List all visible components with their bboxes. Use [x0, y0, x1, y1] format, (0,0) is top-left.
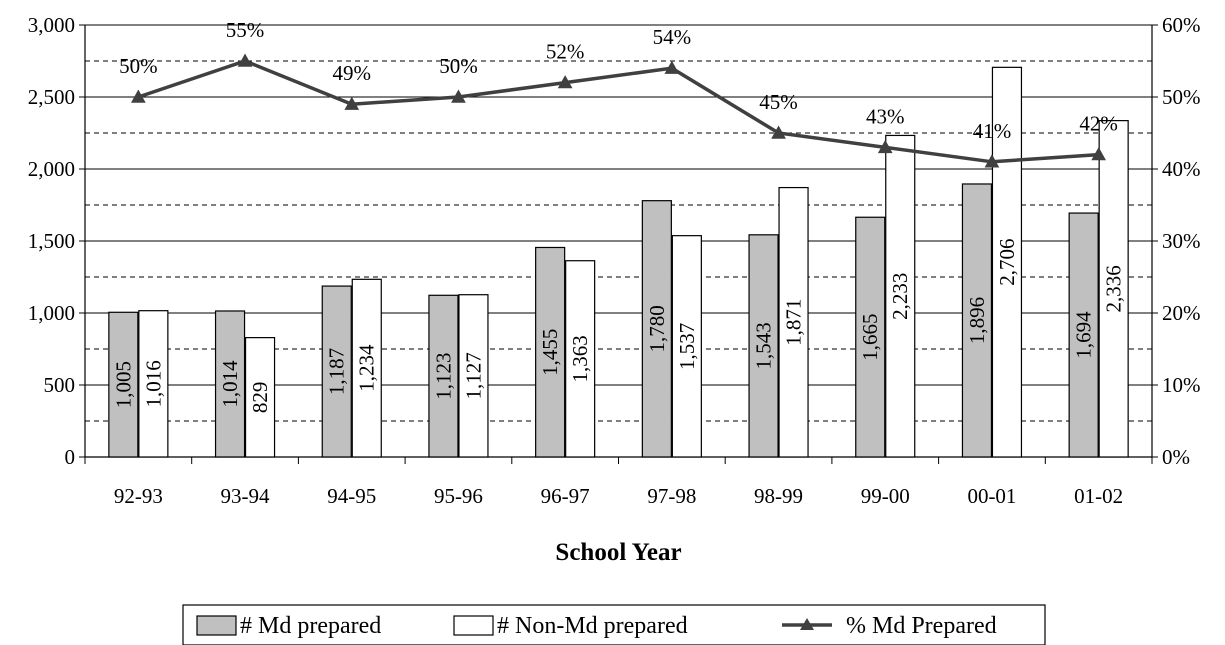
data-label-pct-md-prepared: 49%	[333, 61, 372, 85]
x-tick-label: 93-94	[221, 484, 270, 508]
data-label-pct-md-prepared: 42%	[1079, 112, 1118, 136]
x-axis-title: School Year	[555, 539, 681, 566]
data-label-md-prepared: 1,123	[431, 353, 455, 400]
data-label-non-md-prepared: 1,871	[782, 299, 806, 346]
y-tick-label: 3,000	[28, 13, 75, 37]
y2-tick-label: 0%	[1162, 445, 1190, 469]
data-label-md-prepared: 1,455	[538, 329, 562, 376]
y2-tick-label: 20%	[1162, 301, 1201, 325]
y2-tick-label: 60%	[1162, 13, 1201, 37]
data-label-non-md-prepared: 2,706	[995, 239, 1019, 286]
x-tick-label: 99-00	[861, 484, 910, 508]
data-label-pct-md-prepared: 41%	[973, 119, 1012, 143]
data-label-pct-md-prepared: 54%	[653, 25, 692, 49]
data-label-non-md-prepared: 1,016	[141, 360, 165, 407]
legend-swatch-md-prepared	[197, 616, 236, 635]
legend-swatch-non-md-prepared	[454, 616, 493, 635]
data-label-non-md-prepared: 1,537	[675, 323, 699, 370]
data-label-pct-md-prepared: 52%	[546, 40, 585, 64]
legend-label-md-prepared: # Md prepared	[240, 613, 381, 639]
data-label-md-prepared: 1,187	[325, 348, 349, 395]
data-label-pct-md-prepared: 50%	[119, 54, 158, 78]
data-label-pct-md-prepared: 45%	[759, 90, 798, 114]
data-label-non-md-prepared: 1,234	[355, 344, 379, 392]
data-label-non-md-prepared: 1,363	[568, 335, 592, 382]
data-label-md-prepared: 1,896	[965, 297, 989, 344]
y2-tick-label: 50%	[1162, 85, 1201, 109]
data-label-md-prepared: 1,694	[1072, 311, 1096, 359]
y-tick-label: 500	[44, 373, 76, 397]
data-label-md-prepared: 1,665	[858, 313, 882, 360]
x-tick-label: 00-01	[967, 484, 1016, 508]
data-label-non-md-prepared: 2,336	[1102, 265, 1126, 312]
data-label-md-prepared: 1,005	[111, 361, 135, 408]
data-label-md-prepared: 1,543	[752, 322, 776, 369]
y-tick-label: 1,500	[28, 229, 75, 253]
data-label-non-md-prepared: 2,233	[888, 273, 912, 320]
x-tick-label: 01-02	[1074, 484, 1123, 508]
x-tick-label: 92-93	[114, 484, 163, 508]
y2-tick-label: 10%	[1162, 373, 1201, 397]
data-label-non-md-prepared: 829	[248, 382, 272, 414]
data-label-non-md-prepared: 1,127	[461, 352, 485, 399]
data-label-pct-md-prepared: 50%	[439, 54, 478, 78]
line-pct-md-prepared	[138, 61, 1098, 162]
data-label-pct-md-prepared: 43%	[866, 104, 905, 128]
x-tick-label: 95-96	[434, 484, 483, 508]
y-tick-label: 0	[65, 445, 76, 469]
data-label-md-prepared: 1,780	[645, 305, 669, 352]
y-tick-label: 2,500	[28, 85, 75, 109]
line-marker-triangle	[239, 55, 252, 67]
y-tick-label: 1,000	[28, 301, 75, 325]
x-tick-label: 94-95	[327, 484, 376, 508]
y-tick-label: 2,000	[28, 157, 75, 181]
y2-tick-label: 40%	[1162, 157, 1201, 181]
x-tick-label: 98-99	[754, 484, 803, 508]
data-label-md-prepared: 1,014	[218, 360, 242, 408]
x-tick-label: 97-98	[647, 484, 696, 508]
legend-label-pct-md-prepared: % Md Prepared	[846, 613, 997, 639]
data-label-pct-md-prepared: 55%	[226, 18, 265, 42]
x-tick-label: 96-97	[541, 484, 590, 508]
y2-tick-label: 30%	[1162, 229, 1201, 253]
legend-label-non-md-prepared: # Non-Md prepared	[497, 613, 688, 639]
